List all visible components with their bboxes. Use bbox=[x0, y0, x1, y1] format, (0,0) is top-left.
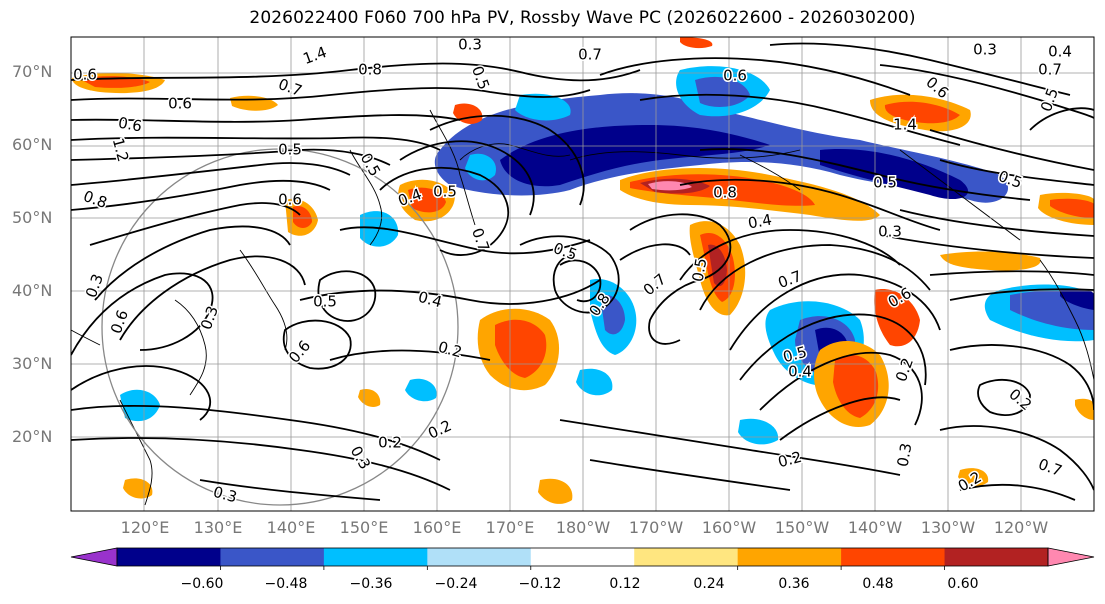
lon-label-130e: 130°E bbox=[193, 518, 243, 537]
lon-label-120w: 120°W bbox=[993, 518, 1049, 537]
colorbar-tick-label: 0.36 bbox=[778, 576, 810, 592]
contour-label: 0.7 bbox=[1038, 61, 1062, 79]
colorbar-tick-label: −0.12 bbox=[518, 576, 562, 592]
colorbar-segment bbox=[841, 548, 946, 566]
contour-label: 0.6 bbox=[168, 95, 192, 113]
lon-label-150e: 150°E bbox=[339, 518, 389, 537]
lon-label-160w: 160°W bbox=[701, 518, 757, 537]
lon-label-140w: 140°W bbox=[847, 518, 903, 537]
lon-label-140e: 140°E bbox=[266, 518, 316, 537]
lon-label-180w: 180°W bbox=[555, 518, 611, 537]
coastlines bbox=[71, 109, 1094, 506]
lat-label-30n: 30°N bbox=[12, 354, 53, 373]
pv-contours bbox=[71, 42, 1094, 501]
colorbar-segment bbox=[117, 548, 221, 566]
contour-label: 0.5 bbox=[433, 183, 457, 201]
colorbar-segment bbox=[427, 548, 532, 566]
contour-label: 0.5 bbox=[689, 257, 711, 284]
reference-circle bbox=[101, 148, 459, 506]
map-border bbox=[70, 36, 1095, 512]
contour-label: 0.6 bbox=[117, 114, 144, 136]
contour-label: 0.5 bbox=[873, 174, 897, 192]
contour-label: 0.3 bbox=[458, 36, 482, 54]
colorbar-extend-high bbox=[1047, 547, 1095, 567]
lon-label-120e: 120°E bbox=[120, 518, 170, 537]
lon-label-170e: 170°E bbox=[485, 518, 535, 537]
lat-label-60n: 60°N bbox=[12, 135, 53, 154]
lat-label-70n: 70°N bbox=[12, 62, 53, 81]
colorbar-segment bbox=[737, 548, 842, 566]
contour-label: 0.4 bbox=[747, 211, 774, 233]
colorbar-tick-label: 0.12 bbox=[609, 576, 641, 592]
colorbar-tick-label: −0.36 bbox=[349, 576, 393, 592]
colorbar-extend-low bbox=[70, 547, 118, 567]
contour-label: 0.2 bbox=[378, 434, 402, 452]
colorbar-segment bbox=[944, 548, 1049, 566]
colorbar-frame bbox=[116, 547, 1049, 567]
colorbar-tick-label: −0.48 bbox=[264, 576, 308, 592]
lat-label-50n: 50°N bbox=[12, 208, 53, 227]
contour-label: 1.4 bbox=[893, 116, 917, 134]
contour-label: 0.6 bbox=[723, 67, 747, 85]
map-panel: 1.40.60.70.60.80.70.50.30.60.61.2 0.50.80… bbox=[71, 36, 1094, 511]
lat-label-20n: 20°N bbox=[12, 427, 53, 446]
lon-label-160e: 160°E bbox=[412, 518, 462, 537]
contour-label: 0.5 bbox=[313, 293, 337, 311]
colorbar-segment bbox=[323, 548, 428, 566]
colorbar bbox=[70, 547, 1095, 570]
contour-label: 0.3 bbox=[973, 41, 997, 59]
colorbar-tick-label: −0.60 bbox=[180, 576, 224, 592]
colorbar-tick-label: 0.48 bbox=[862, 576, 894, 592]
colorbar-tick-label: 0.24 bbox=[693, 576, 725, 592]
lon-label-170w: 170°W bbox=[628, 518, 684, 537]
graticule bbox=[71, 37, 1094, 511]
lon-label-130w: 130°W bbox=[920, 518, 976, 537]
contour-label: 0.8 bbox=[713, 184, 737, 202]
contour-label: 0.4 bbox=[1048, 43, 1072, 61]
contour-label: 0.6 bbox=[278, 191, 302, 209]
contour-label: 0.8 bbox=[358, 61, 382, 79]
contour-label: 0.4 bbox=[788, 363, 812, 381]
contour-label: 0.5 bbox=[278, 141, 302, 159]
contour-label: 0.3 bbox=[878, 223, 902, 241]
contour-label: 0.6 bbox=[73, 66, 97, 84]
colorbar-segment bbox=[530, 548, 635, 566]
colorbar-tick-label: −0.24 bbox=[434, 576, 478, 592]
lat-label-40n: 40°N bbox=[12, 281, 53, 300]
lon-label-150w: 150°W bbox=[774, 518, 830, 537]
colorbar-tick-label: 0.60 bbox=[947, 576, 979, 592]
colorbar-segment bbox=[220, 548, 325, 566]
colorbar-segment bbox=[634, 548, 739, 566]
contour-label: 0.7 bbox=[578, 46, 602, 64]
map-title: 2026022400 F060 700 hPa PV, Rossby Wave … bbox=[249, 8, 916, 28]
